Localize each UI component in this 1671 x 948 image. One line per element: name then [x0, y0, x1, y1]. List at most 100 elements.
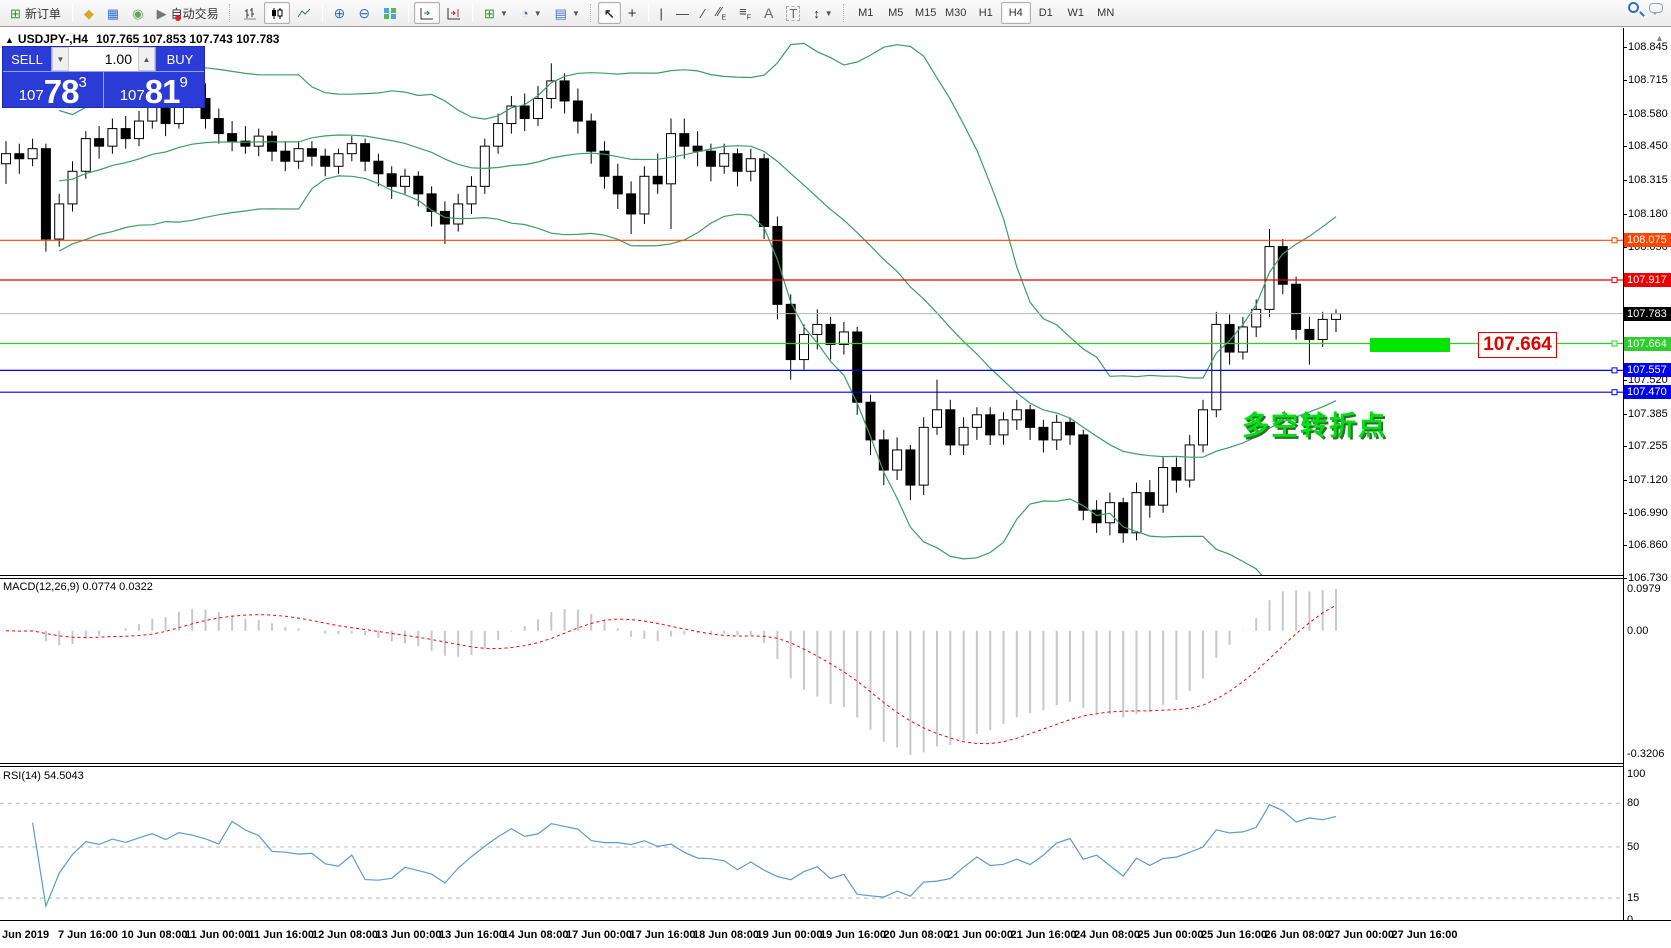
- new-order-button[interactable]: ⊞ 新订单: [4, 2, 67, 24]
- candle-body: [1025, 409, 1036, 428]
- rsi-chart-canvas[interactable]: [0, 767, 1623, 920]
- charts-icon: ▦: [106, 5, 120, 21]
- template-icon: ▤: [554, 5, 567, 21]
- volume-input[interactable]: 1.00: [69, 47, 138, 71]
- zoom-in-button[interactable]: ⊕: [328, 2, 352, 24]
- timeframe-m1[interactable]: M1: [858, 7, 874, 19]
- price-chart-canvas[interactable]: [0, 28, 1623, 576]
- clock-icon: ◔: [520, 5, 529, 21]
- candle-body: [772, 226, 783, 305]
- candle-body: [865, 401, 876, 441]
- periods-dropdown[interactable]: ◔ ▼: [515, 2, 548, 24]
- templates-dropdown[interactable]: ▤ ▼: [549, 2, 586, 24]
- vertical-line-button[interactable]: |: [654, 2, 669, 24]
- volume-decrease-button[interactable]: ▼: [52, 47, 69, 71]
- crosshair-button[interactable]: +: [622, 2, 643, 24]
- time-label: 26 Jun 08:00: [1264, 929, 1331, 941]
- new-chart-dropdown[interactable]: ⊞ ▼: [478, 2, 514, 24]
- channel-button[interactable]: ∕∕E: [711, 2, 732, 24]
- candle-body: [1078, 434, 1089, 511]
- arrows-dropdown[interactable]: ↕ ▼: [807, 2, 838, 24]
- line-chart-icon: [297, 8, 310, 17]
- auto-scroll-button[interactable]: [414, 2, 441, 24]
- candle-body: [612, 175, 623, 195]
- volume-increase-button[interactable]: ▲: [138, 47, 155, 71]
- rsi-label: RSI(14) 54.5043: [3, 770, 84, 782]
- candle-body: [533, 97, 543, 120]
- search-button[interactable]: [1628, 2, 1639, 16]
- candle-body: [1144, 492, 1155, 506]
- line-anchor[interactable]: [1611, 340, 1618, 347]
- charts-button[interactable]: ▦: [101, 2, 125, 24]
- chart-shift-button[interactable]: [441, 2, 467, 24]
- rsi-panel-separator[interactable]: [0, 763, 1671, 767]
- horizontal-line-button[interactable]: —: [670, 2, 695, 24]
- symbol-period: USDJPY-,H4: [17, 32, 88, 46]
- zoom-out-button[interactable]: ⊖: [352, 2, 376, 24]
- timeframe-h1[interactable]: H1: [978, 7, 993, 19]
- price-badge-107.664: 107.664: [1624, 336, 1671, 351]
- price-callout-label[interactable]: 107.664: [1478, 332, 1557, 358]
- candle-body: [892, 449, 903, 471]
- buy-button[interactable]: BUY: [156, 47, 204, 71]
- news-button[interactable]: ◉: [126, 2, 149, 24]
- macd-chart-canvas[interactable]: [0, 579, 1623, 763]
- line-anchor[interactable]: [1611, 367, 1618, 374]
- price-axis[interactable]: 108.845 108.715 108.580 108.450 108.315 108.1…: [1623, 28, 1671, 926]
- time-axis[interactable]: Jun 2019 7 Jun 16:00 10 Jun 08:00 11 Jun 00…: [0, 921, 1671, 948]
- timeframe-m5[interactable]: M5: [888, 7, 904, 19]
- candle-body: [493, 123, 504, 147]
- autotrading-button[interactable]: ▶ 自动交易: [151, 2, 225, 24]
- line-anchor[interactable]: [1611, 276, 1618, 283]
- timeframe-group: M1 M5 M15 M30 H1 H4 D1 W1 MN: [851, 2, 1121, 24]
- candle-body: [227, 133, 238, 142]
- horizontal-line-icon: —: [675, 5, 689, 21]
- zoom-in-icon: ⊕: [333, 5, 346, 21]
- candle-body: [626, 193, 637, 215]
- line-anchor[interactable]: [1611, 389, 1618, 396]
- macd-signal-line: [5, 604, 1337, 745]
- candle-body: [373, 160, 384, 175]
- turning-point-annotation[interactable]: 多空转折点: [1242, 411, 1387, 441]
- bid-price[interactable]: 107 78 3: [3, 72, 104, 108]
- candle-body: [985, 414, 996, 436]
- text-button[interactable]: A: [758, 2, 779, 24]
- candlestick-chart-button[interactable]: [263, 2, 290, 24]
- candle-body: [267, 135, 277, 152]
- candle-body: [572, 100, 583, 122]
- cursor-button[interactable]: ↖: [597, 2, 621, 24]
- timeframe-m30[interactable]: M30: [945, 7, 967, 19]
- fibonacci-button[interactable]: ≡F: [733, 2, 757, 24]
- candle-body: [838, 331, 849, 346]
- ask-price[interactable]: 107 81 9: [104, 72, 205, 108]
- deposit-button[interactable]: ◆: [78, 2, 100, 24]
- macd-label: MACD(12,26,9) 0.0774 0.0322: [3, 581, 153, 593]
- timeframe-h4[interactable]: H4: [1000, 2, 1031, 24]
- bar-chart-button[interactable]: [237, 2, 263, 24]
- macd-panel-separator[interactable]: [0, 575, 1671, 579]
- highlight-rectangle[interactable]: [1370, 338, 1450, 352]
- timeframe-w1[interactable]: W1: [1067, 7, 1084, 19]
- timeframe-mn[interactable]: MN: [1097, 7, 1115, 19]
- chat-button[interactable]: [1649, 2, 1663, 16]
- line-chart-button[interactable]: [291, 2, 317, 24]
- arrows-icon: ↕: [813, 5, 820, 21]
- deposit-icon: ◆: [83, 5, 94, 21]
- text-label-button[interactable]: T: [780, 2, 806, 24]
- candle-body: [546, 80, 557, 99]
- candle-body: [1211, 323, 1222, 411]
- timeframe-m15[interactable]: M15: [915, 7, 937, 19]
- chart-title: ▲ USDJPY-,H4 107.765 107.853 107.743 107.7…: [5, 32, 279, 46]
- candle-body: [559, 80, 570, 102]
- price-tick: 107.120: [1624, 474, 1668, 487]
- line-anchor[interactable]: [1611, 237, 1618, 244]
- trendline-button[interactable]: ∕: [696, 2, 710, 24]
- timeframe-d1[interactable]: D1: [1038, 7, 1053, 19]
- one-click-collapse-icon[interactable]: ▲: [5, 35, 14, 45]
- bid-pipette: 3: [78, 74, 87, 91]
- toolbar-grip: [228, 4, 233, 22]
- tile-windows-button[interactable]: [377, 2, 403, 24]
- macd-scale-zero: 0.00: [1627, 624, 1649, 637]
- sell-button[interactable]: SELL: [3, 47, 51, 71]
- time-label: 10 Jun 08:00: [121, 929, 188, 941]
